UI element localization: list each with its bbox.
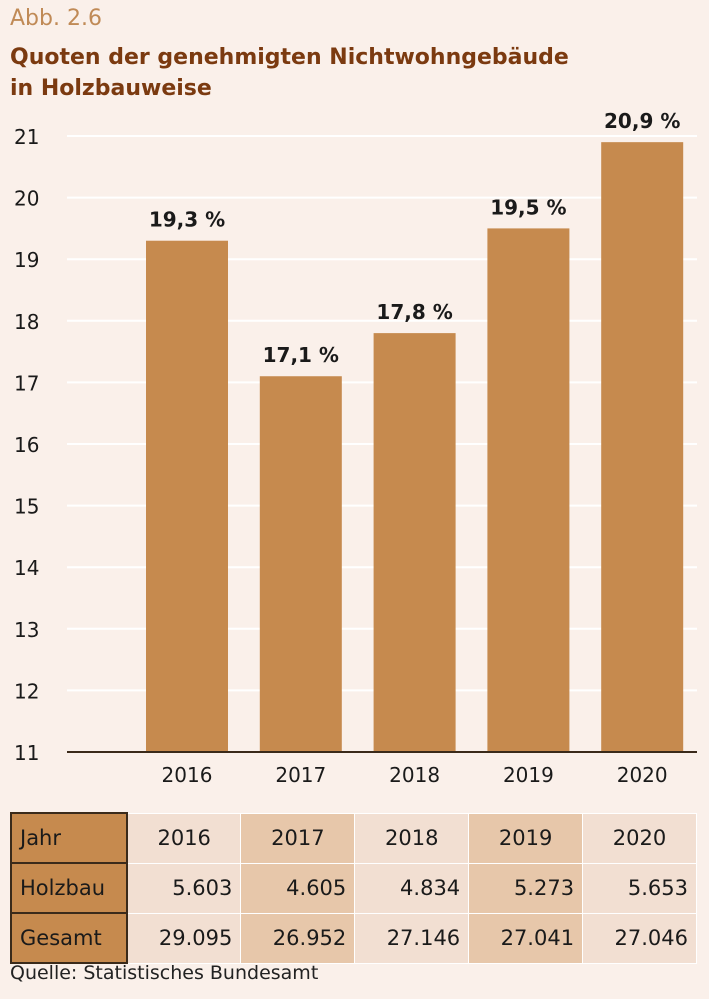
y-tick-label: 19 [14,248,39,272]
y-tick-label: 16 [14,433,39,457]
table-header-cell: 2017 [240,812,356,864]
bar-2020 [601,142,684,752]
table-cell: 4.834 [354,862,470,914]
chart-title-line-2: in Holzbauweise [10,76,212,101]
bar-2018 [373,333,456,752]
bar-2019 [487,228,570,752]
table-cell: 26.952 [240,912,356,964]
y-tick-label: 15 [14,495,39,519]
y-tick-label: 17 [14,371,39,395]
bar-2016 [146,240,228,752]
x-tick-label: 2020 [617,763,668,787]
figure-label: Abb. 2.6 [10,6,102,31]
table-header-cell: 2018 [354,812,470,864]
y-tick-label: 12 [14,679,39,703]
bar-value-label: 17,8 % [376,300,452,324]
x-axis-tick-labels: 2016 2017 2018 2019 2020 [162,763,668,787]
table-row-gesamt: Gesamt 29.095 26.952 27.146 27.041 27.04… [10,912,697,964]
table-header-cell: 2020 [582,812,697,864]
x-tick-label: 2017 [275,763,326,787]
y-tick-label: 13 [14,618,39,642]
chart-title-line-1: Quoten der genehmigten Nichtwohngebäude [10,45,569,70]
bar-2017 [259,376,342,752]
table-cell: 5.273 [468,862,584,914]
x-tick-label: 2016 [162,763,213,787]
table-cell: 27.046 [582,912,697,964]
table-cell: 29.095 [126,912,242,964]
table-row-label: Holzbau [10,862,128,914]
bar-value-label: 20,9 % [604,109,680,133]
table-cell: 5.603 [126,862,242,914]
bar-value-labels: 19,3 % 17,1 % 17,8 % 19,5 % 20,9 % [149,109,681,367]
y-tick-label: 21 [14,125,39,149]
bar-chart: 11 12 13 14 15 16 17 18 19 20 21 19,3 % 17,1 % 17,8 … [14,109,697,787]
bar-value-label: 19,3 % [149,208,225,232]
y-axis-tick-labels: 11 12 13 14 15 16 17 18 19 20 21 [14,125,39,765]
y-tick-label: 18 [14,310,39,334]
bars [146,142,684,752]
bar-value-label: 19,5 % [490,195,566,219]
table-row-holzbau: Holzbau 5.603 4.605 4.834 5.273 5.653 [10,862,697,914]
table-row-label: Gesamt [10,912,128,964]
table-cell: 27.146 [354,912,470,964]
y-tick-label: 14 [14,556,39,580]
table-header-cell: Jahr [10,812,128,864]
table-header-cell: 2016 [126,812,242,864]
chart-title: Quoten der genehmigten Nichtwohngebäude … [10,42,569,104]
table-cell: 5.653 [582,862,697,914]
table-header-cell: 2019 [468,812,584,864]
source-note: Quelle: Statistisches Bundesamt [10,962,319,984]
y-tick-label: 11 [14,741,39,765]
table-cell: 4.605 [240,862,356,914]
table-header-row: Jahr 2016 2017 2018 2019 2020 [10,812,697,864]
bar-value-label: 17,1 % [263,343,339,367]
x-tick-label: 2018 [389,763,440,787]
x-tick-label: 2019 [503,763,554,787]
y-tick-label: 20 [14,187,39,211]
data-table: Jahr 2016 2017 2018 2019 2020 Holzbau 5.… [10,812,697,964]
table-cell: 27.041 [468,912,584,964]
